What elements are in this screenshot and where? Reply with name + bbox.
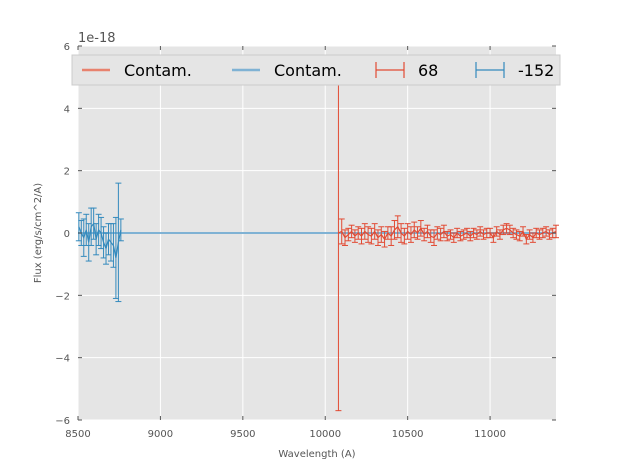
y-tick-label: 4 <box>64 104 70 115</box>
legend-label: -152 <box>518 61 554 80</box>
legend-entry: Contam. <box>82 61 192 80</box>
series-layer <box>75 54 559 412</box>
legend-entry: Contam. <box>232 61 342 80</box>
y-tick-label: −4 <box>55 354 70 365</box>
legend-label: 68 <box>418 61 438 80</box>
legend: Contam. Contam. 68 -152 <box>71 54 561 86</box>
y-axis-offset-label: 1e-18 <box>78 31 116 46</box>
y-tick-label: 2 <box>64 167 70 178</box>
legend-entry: -152 <box>475 61 554 80</box>
tick-marks <box>77 45 556 421</box>
tick-labels: 8500 9000 9500 10000 10500 11000 −6 −4 −2 0 2 4 6 <box>55 42 506 440</box>
legend-entry: 68 <box>375 61 438 80</box>
x-tick-label: 10500 <box>392 429 424 440</box>
y-tick-label: 6 <box>64 42 70 53</box>
x-tick-label: 10000 <box>309 429 341 440</box>
series-2 <box>335 54 559 412</box>
y-axis-label: Flux (erg/s/cm^2/A) <box>33 183 44 283</box>
series-3 <box>75 182 124 303</box>
y-tick-label: 0 <box>64 229 70 240</box>
series-line <box>78 222 122 259</box>
y-tick-label: −2 <box>55 291 70 302</box>
legend-label: Contam. <box>274 61 342 80</box>
x-axis-label: Wavelength (A) <box>278 449 355 460</box>
series-line <box>338 225 557 241</box>
legend-label: Contam. <box>124 61 192 80</box>
y-tick-label: −6 <box>55 416 70 427</box>
x-tick-label: 9500 <box>230 429 255 440</box>
x-tick-label: 8500 <box>65 429 90 440</box>
x-tick-label: 9000 <box>148 429 173 440</box>
x-tick-label: 11000 <box>474 429 506 440</box>
